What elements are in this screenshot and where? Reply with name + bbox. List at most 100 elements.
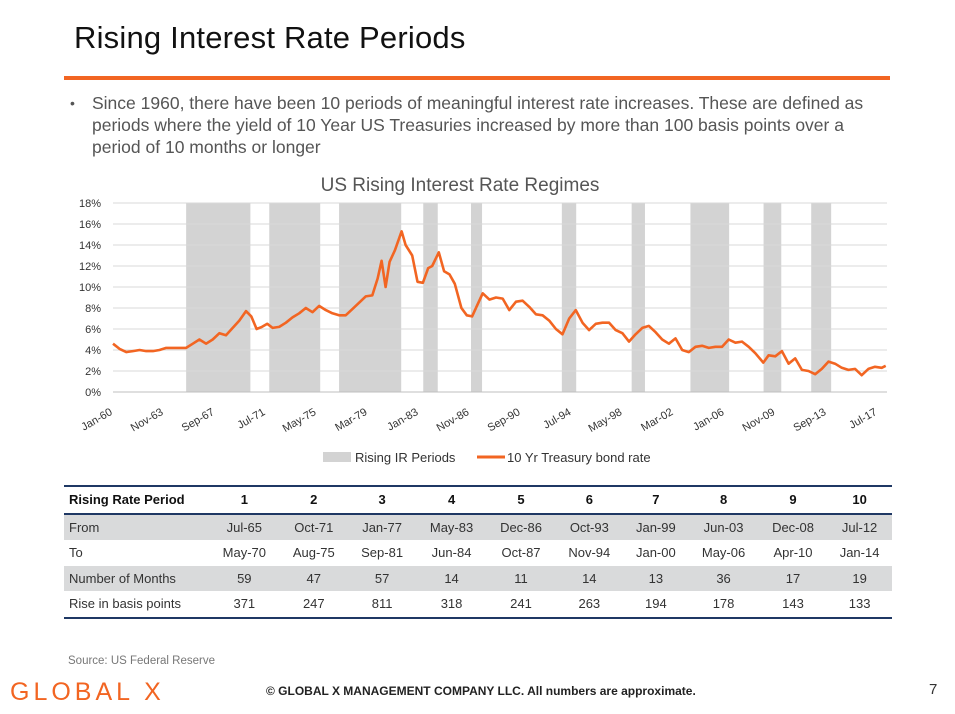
x-tick-label: Jan-06 [691,406,726,433]
rising-period-band [561,203,577,392]
global-x-logo: GLOBAL X [10,678,165,706]
rising-period-band [423,203,438,392]
title-divider [64,76,890,80]
y-tick-label: 16% [79,219,101,231]
x-tick-label: Nov-09 [740,406,777,434]
x-tick-label: Jul-94 [541,406,573,431]
treasury-rate-line [112,229,887,377]
table-row: Rise in basis points 371 247 811 318 241 263 19… [64,591,892,618]
y-tick-label: 6% [85,324,101,336]
table-cell: 14 [555,565,624,591]
page-number: 7 [929,681,938,698]
x-tick-label: May-98 [586,406,624,435]
table-header-cell: 2 [310,492,318,508]
table-cell: To [69,545,83,561]
table-header-cell: 3 [378,492,386,508]
table-cell: 11 [486,565,556,591]
table-header-cell: 4 [447,492,456,508]
footer-copyright: © GLOBAL X MANAGEMENT COMPANY LLC. All n… [266,684,696,698]
table-cell: 47 [279,565,348,591]
y-tick-label: 4% [85,345,101,357]
table-cell: 811 [371,596,393,612]
table-cell: Jul-12 [827,513,892,540]
table-header-cell: 8 [719,492,728,508]
x-tick-label: Sep-90 [486,406,523,434]
table-cell: Sep-81 [361,545,404,561]
table-header-cell: 7 [652,492,660,508]
table-cell: May-06 [701,545,746,561]
table-cell: 318 [440,596,463,612]
source-note: Source: US Federal Reserve [68,655,216,667]
bullet-marker: • [70,95,75,111]
rate-chart: US Rising Interest Rate Regimes 0% 2% 4% 6% 8… [79,175,887,465]
x-tick-label: Nov-86 [435,406,472,434]
table-row: Number of Months 59 47 57 14 11 14 13 36 17 19 [64,565,892,591]
x-tick-label: Jan-60 [79,406,114,433]
rising-period-band [690,203,730,392]
rising-period-band [339,203,402,392]
rising-period-band [631,203,645,392]
y-tick-label: 14% [79,240,101,252]
table-header-cell: 10 [852,492,867,508]
table-cell: 178 [712,596,735,612]
y-tick-label: 12% [79,261,101,273]
table-cell: 247 [302,596,325,612]
table-cell: 241 [510,596,532,612]
table-header-cell: 9 [789,492,797,508]
table-cell: 59 [209,565,280,591]
x-tick-label: May-75 [281,406,319,435]
table-cell: 19 [827,565,892,591]
table-cell: Jan-14 [839,545,880,561]
rising-period-band [811,203,832,392]
table-cell: May-70 [222,545,266,561]
table-header-cell: 1 [240,492,248,508]
table-cell: 36 [688,565,759,591]
page-title: Rising Interest Rate Periods [74,20,466,55]
y-tick-label: 18% [79,198,101,210]
table-cell: Aug-75 [292,545,335,561]
table-cell: Jan-99 [623,513,689,540]
table-cell: Dec-86 [486,513,556,540]
table-cell: Dec-08 [758,513,828,540]
table-cell: Oct-93 [555,513,624,540]
y-tick-label: 2% [85,366,101,378]
bullet-text: Since 1960, there have been 10 periods o… [92,93,864,157]
table-cell: 57 [347,565,417,591]
legend-label-treasury: 10 Yr Treasury bond rate [507,450,651,465]
y-tick-label: 10% [79,282,101,294]
table-cell: 194 [645,596,667,612]
table-cell: Oct-71 [279,513,348,540]
table-cell: Jun-03 [688,513,759,540]
table-cell: Jul-65 [209,513,280,540]
table-cell: 14 [416,565,487,591]
table-cell: Rise in basis points [69,596,181,612]
legend-label-rising-periods: Rising IR Periods [355,450,456,465]
y-tick-label: 0% [85,387,101,399]
table-cell: 263 [578,596,601,612]
rising-period-band [186,203,251,392]
bullet-point: • Since 1960, there have been 10 periods… [70,92,890,158]
table-cell: Jun-84 [431,545,472,561]
table-cell: Jan-77 [347,513,417,540]
table-cell: 13 [623,565,689,591]
table-cell: 371 [233,596,256,612]
x-tick-label: Mar-02 [639,406,675,434]
legend-swatch-rising-periods [323,452,351,462]
x-tick-label: Sep-67 [180,406,217,434]
table-cell: 133 [848,596,871,612]
table-cell: Apr-10 [773,545,813,561]
table-cell: 143 [782,596,804,612]
table-row: To May-70 Aug-75 Sep-81 Jun-84 Oct-87 Nov-94 Ja… [64,540,892,566]
table-cell: Oct-87 [501,545,541,561]
x-tick-label: Jul-71 [235,406,267,431]
table-header-cell: 5 [517,492,525,508]
table-header-row: Rising Rate Period 1 2 3 4 5 6 7 8 9 10 [64,486,892,514]
table-header-cell: Rising Rate Period [69,492,185,508]
x-tick-label: Sep-13 [792,406,829,434]
table-cell: May-83 [416,513,487,540]
x-tick-label: Nov-63 [129,406,166,434]
x-tick-label: Mar-79 [333,406,369,434]
chart-title: US Rising Interest Rate Regimes [321,175,600,196]
table-row: From Jul-65 Oct-71 Jan-77 May-83 Dec-86 Oct-93… [64,513,892,540]
table-cell: Number of Months [64,565,209,591]
